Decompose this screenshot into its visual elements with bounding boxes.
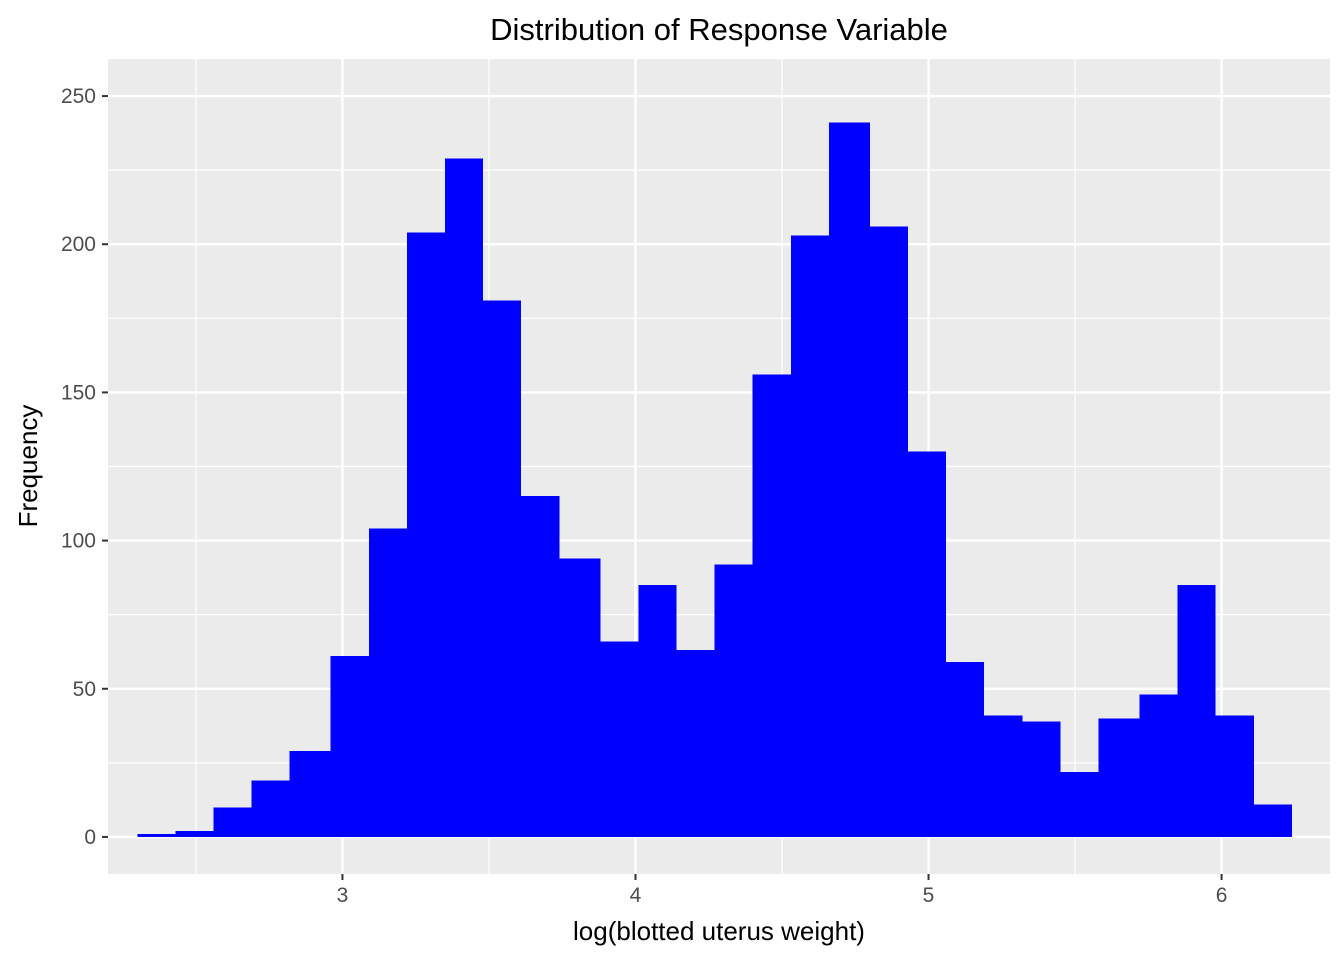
y-tick-label: 250 <box>61 85 96 108</box>
histogram-bar <box>946 662 985 837</box>
histogram-bar <box>1139 694 1178 837</box>
histogram-bar <box>1022 721 1061 837</box>
histogram-bar <box>521 496 560 837</box>
x-tick-label: 3 <box>337 884 349 907</box>
histogram-bar <box>330 656 369 837</box>
histogram-bar <box>828 122 870 837</box>
y-tick-label: 0 <box>84 826 96 849</box>
x-axis: 3 4 5 6 <box>337 874 1228 907</box>
y-tick-label: 50 <box>73 678 96 701</box>
y-tick-label: 100 <box>61 530 96 553</box>
histogram-bar <box>445 158 484 837</box>
histogram-bar <box>289 751 331 837</box>
histogram-bar <box>1215 715 1254 837</box>
histogram-bar <box>559 558 601 837</box>
histogram-bar <box>638 585 677 837</box>
histogram-bar <box>368 528 407 837</box>
histogram-bar <box>752 374 791 837</box>
histogram-bar <box>406 232 446 837</box>
histogram-bar <box>714 564 753 837</box>
histogram-bars <box>137 122 1292 837</box>
histogram-bar <box>790 235 829 837</box>
histogram-bar <box>213 807 252 837</box>
y-axis-label: Frequency <box>13 405 43 528</box>
histogram-bar <box>1098 718 1140 837</box>
x-tick-label: 4 <box>630 884 642 907</box>
y-tick-label: 150 <box>61 381 96 404</box>
chart-title: Distribution of Response Variable <box>490 12 948 47</box>
x-tick-label: 6 <box>1216 884 1228 907</box>
histogram-bar <box>676 650 715 837</box>
x-tick-label: 5 <box>923 884 935 907</box>
histogram-bar <box>137 833 176 837</box>
histogram-bar <box>251 780 290 837</box>
histogram-bar <box>1177 585 1216 837</box>
histogram-bar <box>1060 771 1099 837</box>
histogram-bar <box>483 300 522 837</box>
histogram-bar <box>869 226 909 837</box>
y-axis: 0 50 100 150 200 250 <box>61 85 108 849</box>
histogram-bar <box>600 641 639 837</box>
histogram-bar <box>908 451 947 837</box>
x-axis-label: log(blotted uterus weight) <box>573 916 865 946</box>
histogram-bar <box>175 831 214 837</box>
histogram-bar <box>1253 804 1292 837</box>
y-tick-label: 200 <box>61 233 96 256</box>
histogram-bar <box>984 715 1023 837</box>
